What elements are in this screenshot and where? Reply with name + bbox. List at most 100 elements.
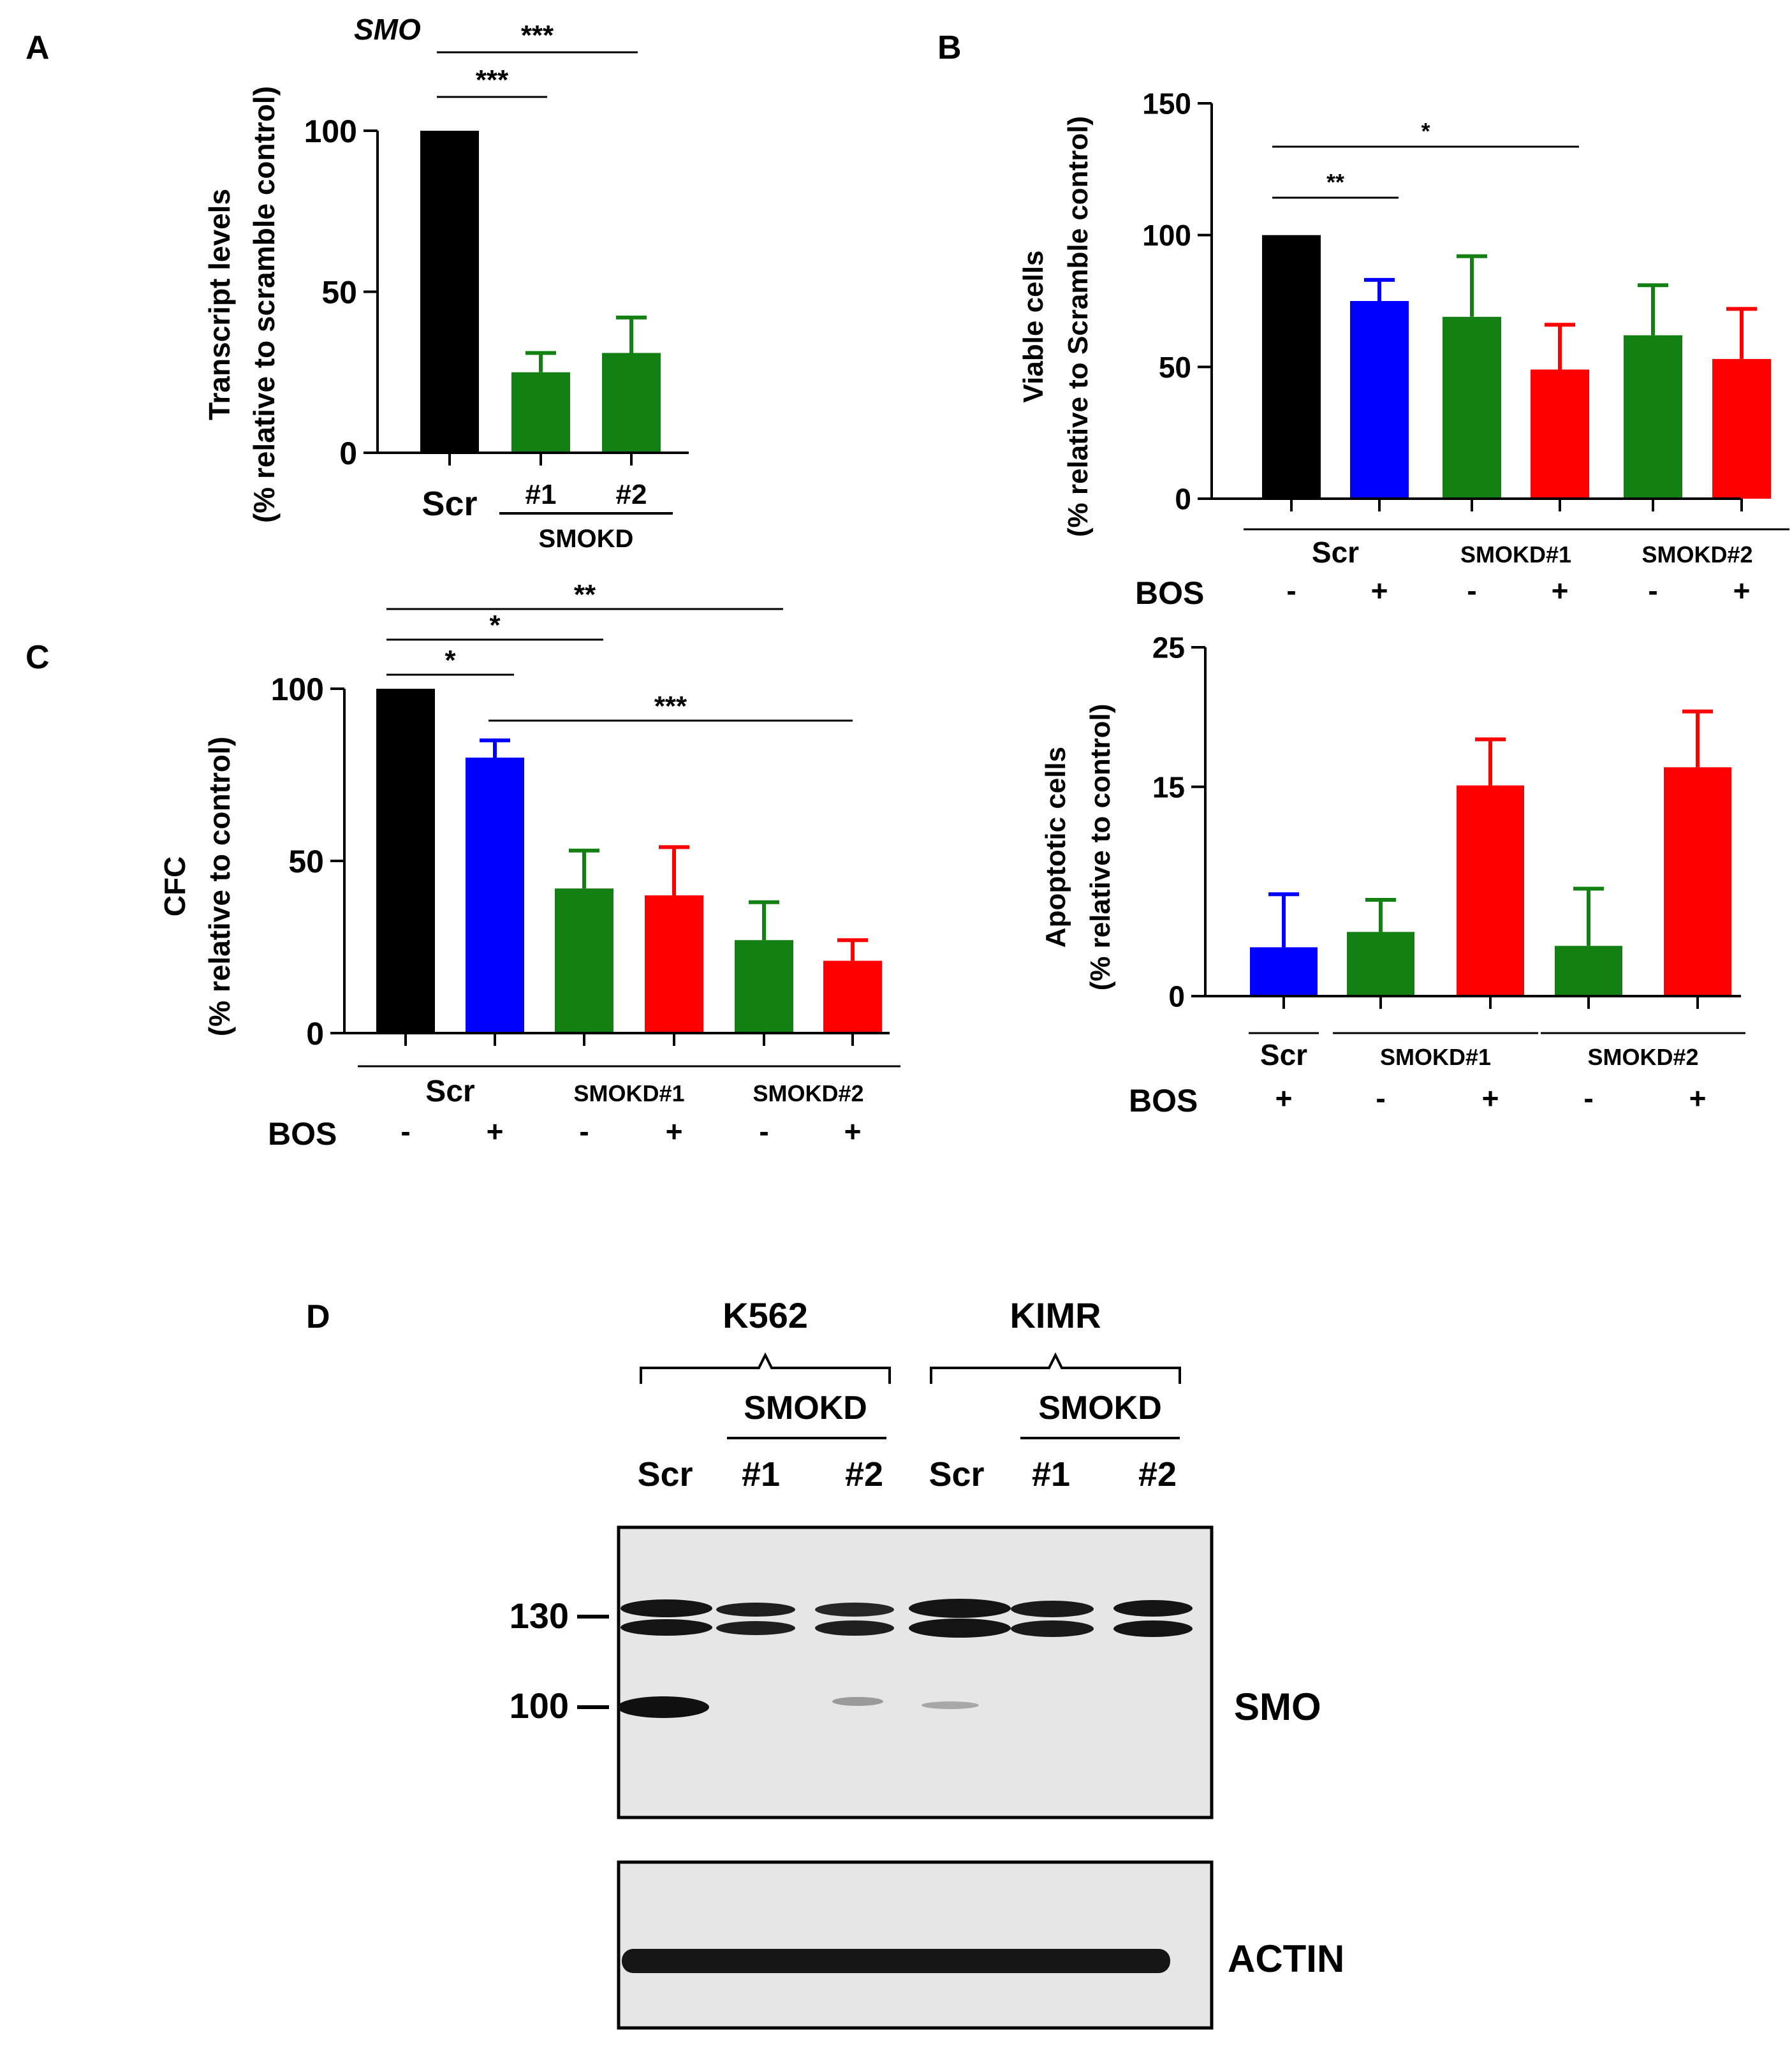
group-label-B_top-1: SMOKD#1 xyxy=(1460,541,1571,568)
bar-B_top-2 xyxy=(1443,316,1501,499)
y-axis-label-C-0: CFC xyxy=(158,856,191,917)
y-axis-label-B_bottom-0: Apoptotic cells xyxy=(1040,747,1071,948)
band-actin xyxy=(622,1949,1170,1973)
lane-labels: Scr #1 #2 Scr #1 #2 xyxy=(637,1455,1177,1494)
group-label-C-1: SMOKD#1 xyxy=(573,1080,684,1106)
band-100-scr-kimr xyxy=(922,1701,979,1709)
y-axis-label-B_top-1: (% relative to Scramble control) xyxy=(1062,116,1094,537)
k562-smokd-label: SMOKD xyxy=(744,1390,867,1427)
panel-letter-b: B xyxy=(937,29,962,66)
y-tick-label-B_bottom-0: 0 xyxy=(1168,980,1185,1013)
chart-panel-c: 0 50 100 CFC (% relative to control) - + - + - + BO… xyxy=(158,579,900,1152)
marker-100: 100 xyxy=(510,1685,569,1726)
bar-A-0 xyxy=(420,131,479,453)
y-tick-label-A-1: 50 xyxy=(321,275,357,311)
chart-panel-a: 0 50 100 Transcript levels (% relative to sc… xyxy=(203,20,689,553)
category-label-B_top-1: + xyxy=(1371,574,1388,607)
bar-C-3 xyxy=(645,895,703,1033)
band-100-scr-k562 xyxy=(617,1696,709,1718)
significance-label-A-1: *** xyxy=(476,64,509,96)
y-tick-label-A-0: 0 xyxy=(339,436,357,471)
category-label-C-3: + xyxy=(666,1115,683,1148)
y-tick-label-A-2: 100 xyxy=(304,114,357,149)
band-130-upper-scr-k562 xyxy=(621,1599,712,1617)
blot-bands xyxy=(617,1599,1193,1973)
y-tick-label-B_top-2: 100 xyxy=(1142,219,1191,252)
band-130-upper-2-kimr xyxy=(1113,1600,1193,1617)
category-label-B_top-4: - xyxy=(1648,574,1657,607)
y-tick-label-B_top-0: 0 xyxy=(1175,483,1191,516)
row-label-bos-C: BOS xyxy=(268,1116,337,1152)
lane-label-1: #1 xyxy=(742,1455,780,1494)
bar-C-0 xyxy=(376,689,435,1033)
category-label-B_bottom-2: + xyxy=(1482,1082,1499,1115)
lane-label-2: #2 xyxy=(845,1455,883,1494)
panel-letter-c: C xyxy=(26,639,50,676)
category-label-C-5: + xyxy=(844,1115,862,1148)
category-label-B_bottom-1: - xyxy=(1376,1082,1385,1115)
bar-B_top-5 xyxy=(1712,358,1771,499)
y-tick-label-C-1: 50 xyxy=(288,844,324,879)
category-label-B_top-5: + xyxy=(1733,574,1751,607)
panel-letter-a: A xyxy=(26,29,50,66)
band-130-lower-scr-k562 xyxy=(621,1619,712,1636)
category-label-C-4: - xyxy=(759,1115,768,1148)
panel-letter-d: D xyxy=(306,1298,330,1335)
bar-B_top-1 xyxy=(1350,301,1409,499)
category-label-B_top-3: + xyxy=(1552,574,1569,607)
bar-A-2 xyxy=(602,353,661,453)
lane-label-0: Scr xyxy=(637,1455,693,1494)
band-130-upper-scr-kimr xyxy=(909,1599,1011,1618)
panel-a-gene-label: SMO xyxy=(354,13,421,46)
bar-C-2 xyxy=(555,888,613,1033)
significance-label-C-3: *** xyxy=(654,691,687,722)
row-label-bos-B_bottom: BOS xyxy=(1129,1083,1198,1119)
group-label-C-2: SMOKD#2 xyxy=(753,1080,863,1106)
band-130-lower-1-kimr xyxy=(1011,1620,1094,1637)
actin-row-label: ACTIN xyxy=(1228,1937,1344,1980)
band-130-lower-2-kimr xyxy=(1113,1620,1193,1637)
y-axis-label-B_bottom-1: (% relative to control) xyxy=(1085,704,1116,991)
kimr-smokd-label: SMOKD xyxy=(1038,1390,1162,1427)
bar-B_bottom-4 xyxy=(1664,767,1731,996)
category-label-A-1: #1 xyxy=(525,479,557,510)
bar-B_bottom-0 xyxy=(1250,947,1318,996)
group-label-B_top-0: Scr xyxy=(1312,536,1359,569)
category-label-A-2: #2 xyxy=(616,479,647,510)
smo-blot-membrane xyxy=(617,1525,1214,1819)
bar-B_bottom-2 xyxy=(1457,785,1524,996)
band-130-upper-2-k562 xyxy=(815,1603,894,1617)
group-label-A-0: SMOKD xyxy=(539,525,634,553)
kimr-bracket xyxy=(930,1352,1181,1384)
band-130-upper-1-k562 xyxy=(716,1603,795,1617)
bar-B_top-4 xyxy=(1624,335,1682,499)
actin-blot-membrane xyxy=(617,1860,1214,2030)
y-axis-label-A-0: Transcript levels xyxy=(203,189,236,420)
y-axis-label-A-1: (% relative to scramble control) xyxy=(247,86,281,523)
lane-label-3: Scr xyxy=(929,1455,984,1494)
band-130-lower-scr-kimr xyxy=(909,1619,1011,1638)
chart-panel-b-viable: 0 50 100 150 Viable cells (% relative to Scra… xyxy=(1018,87,1789,611)
group-label-B_bottom-1: SMOKD#1 xyxy=(1380,1044,1491,1070)
band-130-lower-2-k562 xyxy=(815,1620,894,1636)
category-label-C-1: + xyxy=(487,1115,504,1148)
y-axis-label-B_top-0: Viable cells xyxy=(1018,251,1049,403)
row-label-bos-B_top: BOS xyxy=(1135,575,1204,611)
category-label-C-0: - xyxy=(400,1115,410,1148)
y-tick-label-B_bottom-2: 25 xyxy=(1152,631,1185,665)
significance-label-A-0: *** xyxy=(521,20,554,51)
y-tick-label-B_top-1: 50 xyxy=(1159,351,1191,384)
y-tick-label-C-0: 0 xyxy=(306,1016,324,1052)
category-label-B_top-0: - xyxy=(1286,574,1296,607)
group-label-B_top-2: SMOKD#2 xyxy=(1641,541,1752,568)
band-100-2-k562 xyxy=(832,1697,883,1706)
smo-row-label: SMO xyxy=(1234,1685,1321,1728)
y-tick-label-B_bottom-1: 15 xyxy=(1152,770,1185,804)
y-axis-label-C-1: (% relative to control) xyxy=(203,737,236,1036)
group-label-B_bottom-0: Scr xyxy=(1260,1038,1307,1071)
western-blot: K562 KIMR SMOKD SMOKD Scr #1 #2 Scr #1 #2 130… xyxy=(510,1295,1344,2030)
cell-line-kimr: KIMR xyxy=(1010,1295,1101,1335)
bar-A-1 xyxy=(511,372,570,453)
bar-C-5 xyxy=(823,960,882,1033)
